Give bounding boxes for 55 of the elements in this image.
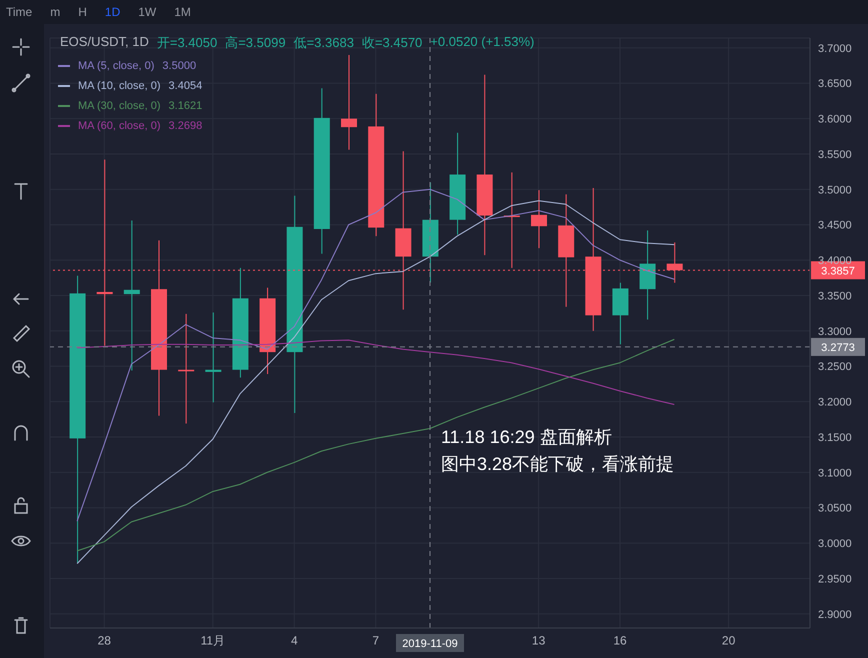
x-tick-label: 7 bbox=[372, 634, 380, 648]
text: 1M bbox=[174, 5, 191, 19]
ref-line-label: 3.3857 bbox=[821, 265, 855, 278]
annotation: 图中3.28不能下破，看涨前提 bbox=[441, 453, 674, 476]
ref-line-label: 3.2773 bbox=[821, 342, 855, 354]
annotation: 收=3.4570 bbox=[362, 34, 422, 52]
y-tick-label: 3.3000 bbox=[818, 326, 852, 338]
text: H bbox=[78, 5, 87, 19]
legend-label: MA (60, close, 0) bbox=[78, 119, 161, 134]
line-series bbox=[76, 338, 675, 552]
y-tick-label: 3.0500 bbox=[818, 502, 852, 515]
candlestick bbox=[205, 312, 222, 403]
y-tick-label: 2.9000 bbox=[818, 608, 852, 621]
legend-label: MA (30, close, 0) bbox=[78, 99, 161, 114]
candlestick bbox=[341, 54, 357, 150]
annotation: 高=3.5099 bbox=[225, 34, 286, 52]
y-tick-label: 3.5500 bbox=[818, 148, 852, 161]
x-tick-label: 4 bbox=[290, 634, 298, 648]
y-tick-label: 3.2500 bbox=[818, 361, 852, 374]
line-series bbox=[76, 340, 675, 405]
y-tick-label: 3.6500 bbox=[818, 78, 852, 90]
text: 1D bbox=[104, 5, 120, 19]
y-tick-label: 3.5000 bbox=[818, 184, 852, 196]
annotation: 低=3.3683 bbox=[294, 34, 354, 52]
y-tick-label: 3.6000 bbox=[818, 114, 852, 126]
text: m bbox=[50, 5, 60, 19]
y-tick-label: 3.4500 bbox=[818, 220, 852, 232]
candlestick bbox=[178, 313, 194, 424]
ref-line-label: 2019-11-09 bbox=[402, 638, 458, 650]
legend-label: MA (5, close, 0) bbox=[78, 59, 154, 74]
y-tick-label: 3.3500 bbox=[818, 290, 852, 302]
text: 1W bbox=[138, 5, 156, 19]
x-tick-label: 13 bbox=[532, 634, 546, 648]
legend-label: MA (10, close, 0) bbox=[78, 79, 161, 94]
y-tick-label: 3.1000 bbox=[818, 467, 852, 480]
text: Time bbox=[6, 5, 32, 19]
y-tick-label: 3.1500 bbox=[818, 432, 852, 444]
candlestick bbox=[531, 190, 547, 249]
x-tick-label: 16 bbox=[613, 634, 627, 648]
y-tick-label: 3.0000 bbox=[818, 538, 852, 550]
y-tick-label: 2.9500 bbox=[818, 573, 852, 586]
annotation: 3.1621 bbox=[168, 99, 202, 114]
annotation: +0.0520 (+1.53%) bbox=[430, 34, 534, 51]
annotation: 3.2698 bbox=[168, 119, 202, 134]
y-tick-label: 3.2000 bbox=[818, 396, 852, 409]
x-tick-label: 11月 bbox=[200, 634, 226, 648]
annotation: 11.18 16:29 盘面解析 bbox=[441, 426, 613, 449]
x-tick-label: 28 bbox=[98, 634, 112, 648]
chart-title: EOS/USDT, 1D bbox=[60, 34, 149, 51]
annotation: 3.5000 bbox=[162, 59, 196, 74]
candlestick bbox=[124, 220, 140, 371]
annotation: 3.4054 bbox=[168, 79, 202, 94]
annotation: 开=3.4050 bbox=[156, 34, 218, 52]
x-tick-label: 20 bbox=[722, 634, 736, 648]
y-tick-label: 3.7000 bbox=[818, 42, 852, 55]
